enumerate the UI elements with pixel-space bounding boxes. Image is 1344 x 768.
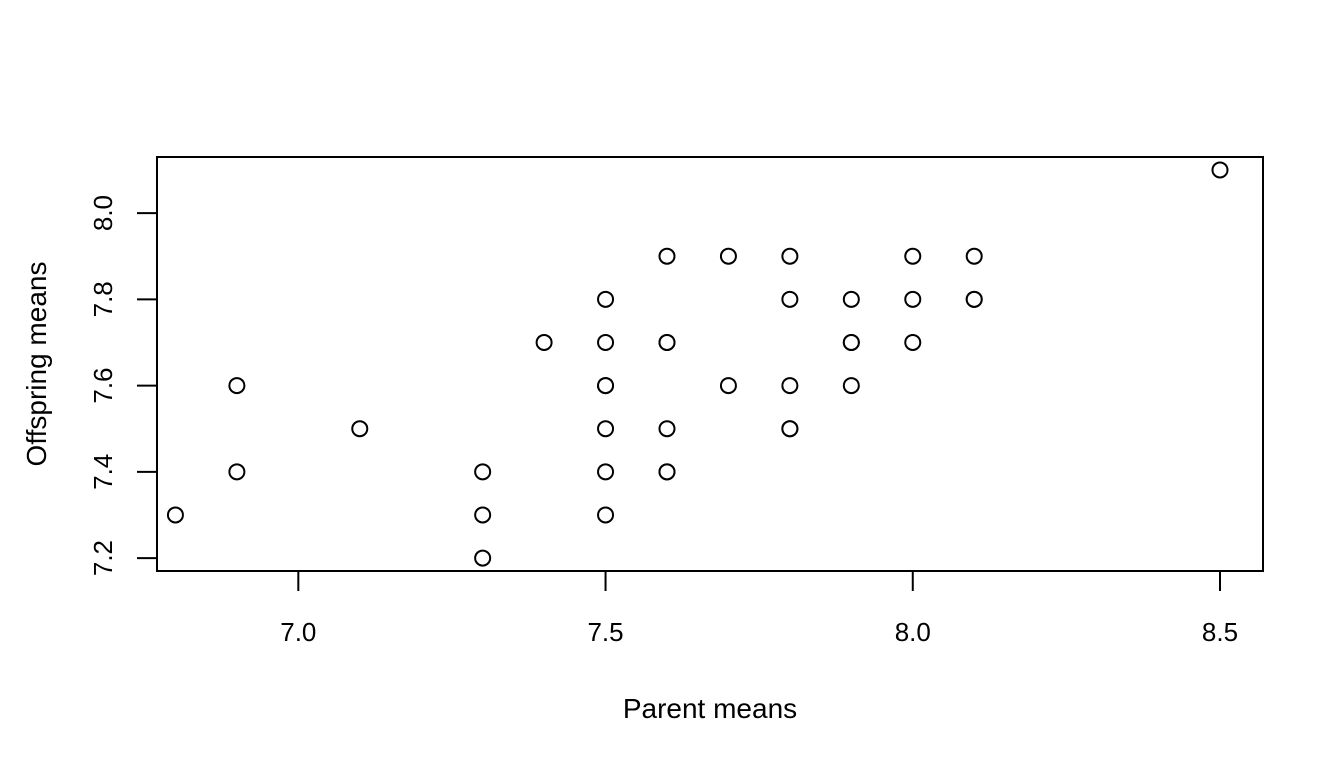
data-point [658,247,676,265]
y-tick-label: 8.0 [88,195,118,231]
data-point [351,420,369,438]
data-point [597,290,615,308]
data-point [535,333,553,351]
data-point [474,549,492,567]
data-point [228,463,246,481]
y-axis-label: Offspring means [21,262,52,467]
data-point [965,247,983,265]
data-point [474,463,492,481]
data-point [597,333,615,351]
data-point [719,247,737,265]
data-point [904,290,922,308]
data-point [597,506,615,524]
data-point [597,377,615,395]
y-tick-label: 7.4 [88,454,118,490]
data-point [904,247,922,265]
data-point [904,333,922,351]
plot-frame [156,156,1264,572]
y-axis: 7.2 7.4 7.6 7.8 8.0 [88,195,158,576]
x-tick-label: 7.0 [280,617,316,647]
data-point [166,506,184,524]
x-tick-label: 8.0 [895,617,931,647]
data-point [658,463,676,481]
x-axis-label: Parent means [623,693,797,724]
data-points [166,161,1229,567]
data-point [842,377,860,395]
data-point [228,377,246,395]
data-point [781,377,799,395]
data-point [658,333,676,351]
data-point [842,333,860,351]
data-point [597,463,615,481]
x-axis: 7.0 7.5 8.0 8.5 [280,570,1238,647]
data-point [597,420,615,438]
data-point [658,420,676,438]
data-point [474,506,492,524]
data-point [719,377,737,395]
data-point [842,290,860,308]
x-tick-label: 7.5 [587,617,623,647]
data-point [781,290,799,308]
y-tick-label: 7.2 [88,540,118,576]
data-point [781,247,799,265]
y-tick-label: 7.8 [88,281,118,317]
data-point [965,290,983,308]
data-point [781,420,799,438]
x-tick-label: 8.5 [1202,617,1238,647]
y-tick-label: 7.6 [88,367,118,403]
data-point [1211,161,1229,179]
